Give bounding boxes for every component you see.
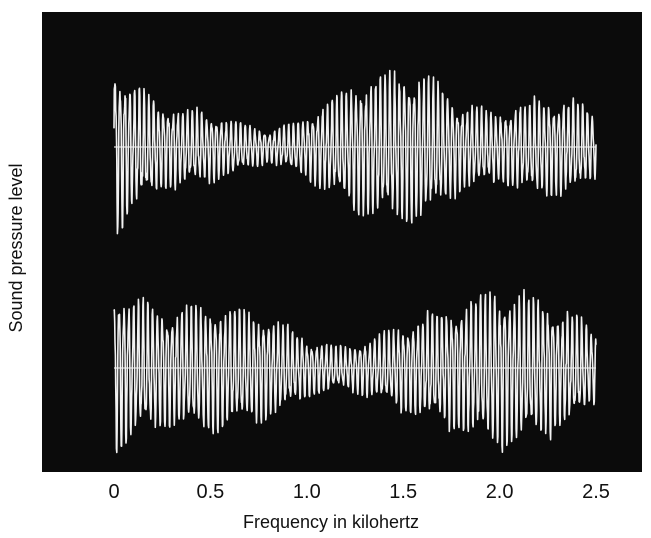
x-tick-label: 2.5	[582, 481, 610, 503]
x-axis-label: Frequency in kilohertz	[243, 512, 419, 532]
x-tick-label: 0	[108, 481, 119, 503]
traces-group	[113, 69, 597, 454]
x-tick-label: 1.5	[389, 481, 417, 503]
x-tick-label: 2.0	[486, 481, 514, 503]
x-tick-label: 1.0	[293, 481, 321, 503]
x-tick-labels: 0 0.5 1.0 1.5 2.0 2.5	[108, 481, 609, 503]
trace-lower	[113, 288, 597, 454]
trace-upper	[113, 69, 597, 235]
x-tick-label: 0.5	[196, 481, 224, 503]
y-axis-label: Sound pressure level	[6, 163, 26, 332]
